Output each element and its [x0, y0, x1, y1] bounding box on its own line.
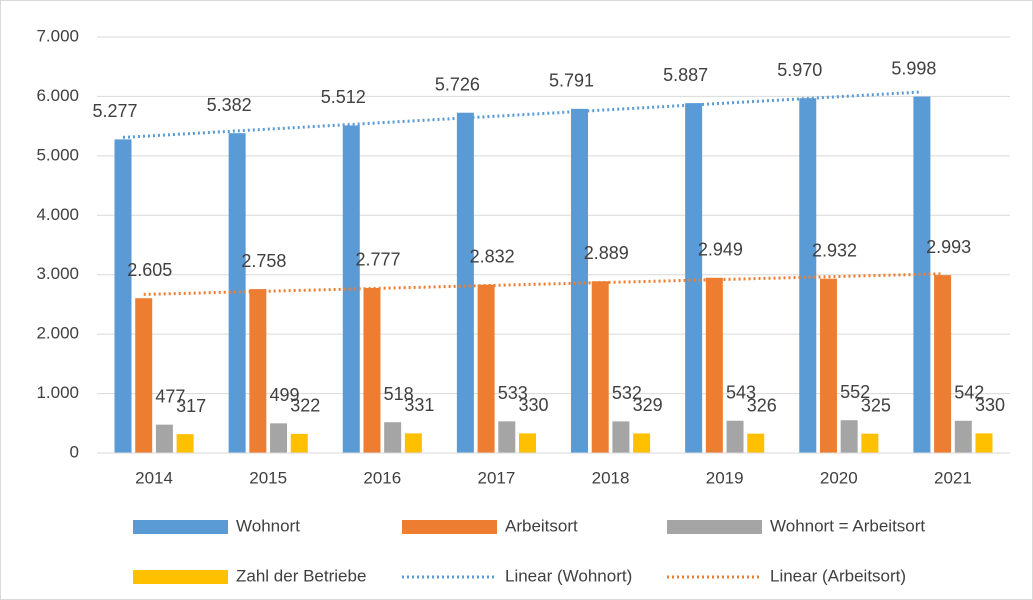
bar — [456, 112, 474, 453]
bar — [363, 287, 381, 453]
bar — [747, 433, 765, 453]
bar — [726, 420, 744, 453]
data-label: 330 — [975, 395, 1005, 415]
data-label: 2.993 — [926, 237, 971, 257]
bar — [228, 133, 246, 453]
bar — [518, 433, 536, 453]
x-tick-label: 2020 — [820, 468, 858, 487]
data-label: 2.832 — [470, 246, 515, 266]
bar — [290, 433, 308, 453]
bar — [155, 424, 173, 453]
data-label: 5.382 — [207, 95, 252, 115]
data-label: 552 — [840, 382, 870, 402]
data-label: 542 — [954, 383, 984, 403]
legend-swatch — [667, 520, 762, 534]
bar — [270, 423, 288, 453]
data-label: 5.512 — [321, 87, 366, 107]
bar — [176, 434, 194, 453]
bar — [975, 433, 993, 453]
data-label: 330 — [518, 395, 548, 415]
bar — [404, 433, 422, 453]
data-label: 325 — [861, 395, 891, 415]
data-label: 331 — [404, 395, 434, 415]
bar — [705, 277, 723, 453]
x-tick-label: 2019 — [706, 468, 744, 487]
y-tick-label: 1.000 — [36, 383, 79, 402]
y-tick-label: 7.000 — [36, 26, 79, 45]
bar — [571, 108, 589, 453]
bar — [591, 281, 609, 453]
legend-label: Arbeitsort — [505, 516, 578, 535]
bar — [135, 298, 153, 453]
x-tick-label: 2015 — [249, 468, 287, 487]
data-label: 322 — [290, 396, 320, 416]
y-tick-label: 2.000 — [36, 324, 79, 343]
data-label: 2.889 — [584, 243, 629, 263]
bar — [913, 96, 931, 454]
data-label: 477 — [155, 386, 185, 406]
x-tick-label: 2014 — [135, 468, 173, 487]
legend-label: Wohnort — [236, 516, 300, 535]
bar — [840, 420, 858, 453]
data-label: 5.277 — [92, 101, 137, 121]
bar — [384, 422, 402, 453]
data-label: 518 — [384, 384, 414, 404]
bar — [799, 98, 817, 453]
data-label: 2.758 — [241, 251, 286, 271]
y-tick-label: 5.000 — [36, 145, 79, 164]
x-tick-label: 2018 — [592, 468, 630, 487]
legend-label: Linear (Wohnort) — [505, 566, 632, 585]
bar — [934, 275, 952, 453]
data-label: 5.726 — [435, 74, 480, 94]
data-label: 532 — [612, 383, 642, 403]
x-tick-label: 2016 — [363, 468, 401, 487]
bar — [861, 433, 879, 453]
y-tick-label: 3.000 — [36, 264, 79, 283]
bar — [819, 278, 837, 453]
data-label: 317 — [176, 396, 206, 416]
data-label: 329 — [633, 395, 663, 415]
x-tick-label: 2017 — [478, 468, 516, 487]
legend-swatch — [402, 520, 497, 534]
trendline — [143, 272, 943, 296]
x-tick-label: 2021 — [934, 468, 972, 487]
data-label: 499 — [270, 385, 300, 405]
data-label: 5.998 — [891, 58, 936, 78]
bar — [498, 421, 516, 453]
data-label: 2.932 — [812, 241, 857, 261]
bar — [249, 289, 267, 453]
legend-swatch — [133, 520, 228, 534]
trendline — [122, 90, 922, 139]
bar — [342, 125, 360, 453]
data-label: 2.949 — [698, 239, 743, 259]
data-label: 2.605 — [127, 260, 172, 280]
data-label: 533 — [498, 383, 528, 403]
bar — [114, 139, 132, 453]
data-label: 326 — [747, 395, 777, 415]
data-label: 2.777 — [355, 250, 400, 270]
data-label: 5.970 — [777, 60, 822, 80]
legend-label: Linear (Arbeitsort) — [770, 566, 906, 585]
y-tick-label: 0 — [70, 442, 79, 461]
bar — [477, 284, 495, 453]
data-label: 5.791 — [549, 71, 594, 91]
y-tick-label: 6.000 — [36, 86, 79, 105]
bar — [633, 433, 651, 453]
legend-label: Zahl der Betriebe — [236, 566, 366, 585]
data-label: 543 — [726, 382, 756, 402]
legend-swatch — [133, 570, 228, 584]
bar — [612, 421, 630, 453]
bar — [685, 103, 703, 454]
bar — [954, 420, 972, 453]
legend-label: Wohnort = Arbeitsort — [770, 516, 925, 535]
data-label: 5.887 — [663, 65, 708, 85]
y-tick-label: 4.000 — [36, 205, 79, 224]
